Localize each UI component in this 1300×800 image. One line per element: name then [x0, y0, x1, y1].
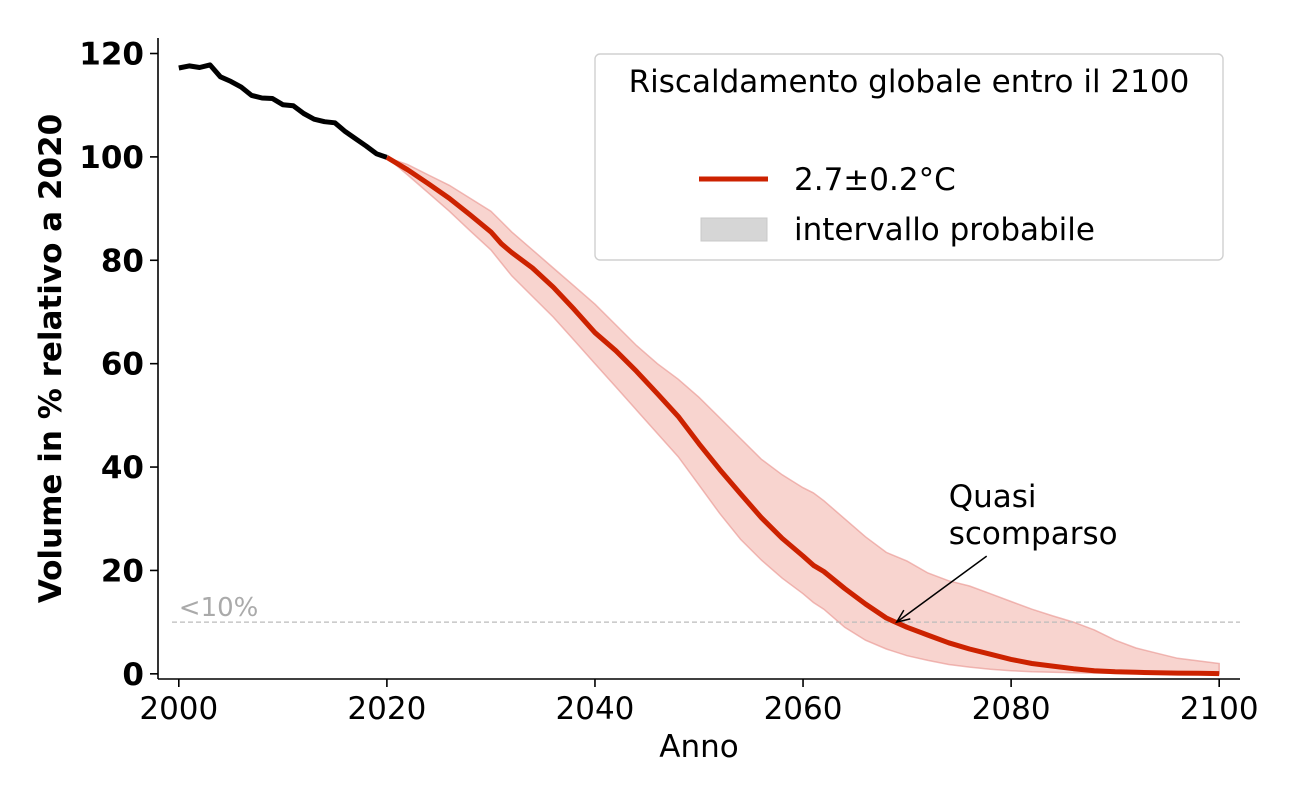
y-tick-label: 40 — [101, 450, 144, 486]
threshold-layer: <10% — [172, 593, 1240, 623]
x-tick-label: 2060 — [764, 691, 843, 727]
y-tick-label: 100 — [79, 140, 144, 176]
y-tick-label: 20 — [101, 553, 144, 589]
historical-line — [178, 62, 388, 160]
legend-label-projection: 2.7±0.2°C — [794, 162, 956, 198]
x-tick-label: 2100 — [1180, 691, 1259, 727]
legend: Riscaldamento globale entro il 2100 2.7±0… — [594, 53, 1224, 261]
axes-layer — [157, 38, 1240, 680]
annotation-line-2: scomparso — [949, 516, 1118, 552]
annotation-line-1: Quasi — [949, 479, 1037, 515]
likely-range-band — [386, 156, 1220, 675]
annotation-arrow — [896, 555, 988, 623]
legend-label-range: intervallo probabile — [794, 212, 1095, 248]
y-axis-title: Volume in % relativo a 2020 — [33, 114, 69, 603]
annotation-arrowhead — [895, 609, 911, 624]
y-tick-label: 60 — [101, 347, 144, 383]
x-tick-label: 2000 — [139, 691, 218, 727]
likely-range-band-layer — [386, 156, 1220, 675]
legend-box — [594, 53, 1224, 261]
y-tick-label: 0 — [122, 657, 144, 693]
legend-patch-swatch — [700, 217, 768, 242]
y-tick-label: 120 — [79, 37, 144, 73]
x-axis-title: Anno — [659, 729, 738, 765]
threshold-label: <10% — [179, 593, 259, 623]
axis-labels-layer: Anno Volume in % relativo a 2020 — [33, 114, 739, 765]
y-tick-label: 80 — [101, 243, 144, 279]
lines-layer — [178, 62, 1220, 677]
x-tick-label: 2080 — [972, 691, 1051, 727]
x-tick-label: 2040 — [556, 691, 635, 727]
legend-title: Riscaldamento globale entro il 2100 — [629, 64, 1190, 100]
projection-line — [385, 155, 1220, 677]
x-tick-label: 2020 — [347, 691, 426, 727]
